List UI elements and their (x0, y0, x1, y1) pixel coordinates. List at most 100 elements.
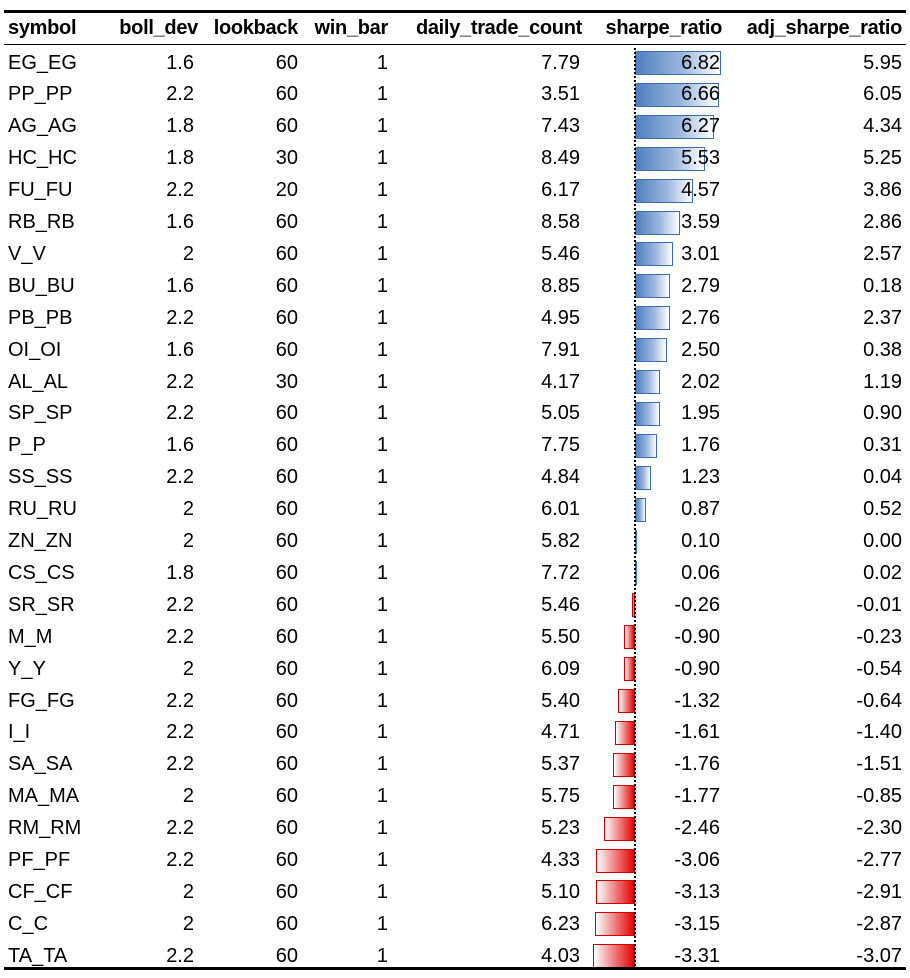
cell-win-bar[interactable]: 1 (376, 306, 388, 329)
cell-sharpe-ratio[interactable]: -1.61 (674, 721, 720, 744)
cell-symbol[interactable]: AL_AL (8, 370, 69, 393)
cell-lookback[interactable]: 60 (275, 880, 298, 903)
cell-daily-trade-count[interactable]: 8.49 (541, 147, 580, 170)
cell-sharpe-ratio[interactable]: 1.76 (681, 434, 720, 457)
cell-symbol[interactable]: SS_SS (8, 466, 73, 489)
cell-boll-dev[interactable]: 2.2 (166, 689, 194, 712)
cell-boll-dev[interactable]: 2 (182, 912, 194, 935)
cell-sharpe-ratio[interactable]: -0.26 (674, 593, 720, 616)
cell-sharpe-ratio[interactable]: -2.46 (674, 817, 720, 840)
cell-daily-trade-count[interactable]: 5.10 (541, 880, 580, 903)
cell-symbol[interactable]: SR_SR (8, 593, 75, 616)
cell-adj-sharpe-ratio[interactable]: 0.52 (863, 498, 902, 521)
cell-win-bar[interactable]: 1 (376, 944, 388, 967)
cell-adj-sharpe-ratio[interactable]: -0.23 (856, 625, 902, 648)
cell-win-bar[interactable]: 1 (376, 753, 388, 776)
cell-daily-trade-count[interactable]: 5.75 (541, 785, 580, 808)
cell-sharpe-ratio[interactable]: 0.10 (681, 530, 720, 552)
cell-lookback[interactable]: 60 (275, 466, 298, 489)
cell-adj-sharpe-ratio[interactable]: 1.19 (863, 370, 902, 393)
cell-lookback[interactable]: 60 (275, 115, 298, 138)
cell-daily-trade-count[interactable]: 6.01 (541, 498, 580, 521)
cell-symbol[interactable]: FG_FG (8, 689, 75, 712)
cell-lookback[interactable]: 60 (275, 785, 298, 808)
cell-lookback[interactable]: 60 (275, 274, 298, 297)
cell-lookback[interactable]: 60 (275, 944, 298, 967)
cell-boll-dev[interactable]: 2 (182, 880, 194, 903)
cell-daily-trade-count[interactable]: 5.37 (541, 753, 580, 776)
cell-sharpe-ratio[interactable]: -0.90 (674, 657, 720, 680)
cell-adj-sharpe-ratio[interactable]: -0.54 (856, 657, 902, 680)
cell-lookback[interactable]: 60 (275, 338, 298, 361)
cell-daily-trade-count[interactable]: 5.23 (541, 817, 580, 840)
cell-win-bar[interactable]: 1 (376, 338, 388, 361)
cell-adj-sharpe-ratio[interactable]: -0.64 (856, 689, 902, 712)
cell-adj-sharpe-ratio[interactable]: 2.86 (863, 211, 902, 233)
cell-lookback[interactable]: 60 (275, 51, 298, 74)
cell-daily-trade-count[interactable]: 3.51 (541, 83, 580, 106)
cell-win-bar[interactable]: 1 (376, 785, 388, 808)
cell-adj-sharpe-ratio[interactable]: 0.04 (863, 466, 902, 489)
cell-daily-trade-count[interactable]: 8.85 (541, 274, 580, 297)
cell-boll-dev[interactable]: 1.6 (166, 51, 194, 74)
cell-win-bar[interactable]: 1 (376, 434, 388, 457)
cell-daily-trade-count[interactable]: 5.05 (541, 402, 580, 425)
cell-sharpe-ratio[interactable]: -1.76 (674, 753, 720, 776)
cell-lookback[interactable]: 60 (275, 689, 298, 712)
cell-lookback[interactable]: 30 (275, 147, 298, 170)
cell-win-bar[interactable]: 1 (376, 657, 388, 680)
cell-win-bar[interactable]: 1 (376, 147, 388, 170)
cell-lookback[interactable]: 60 (275, 242, 298, 265)
cell-adj-sharpe-ratio[interactable]: 6.05 (863, 83, 902, 106)
cell-daily-trade-count[interactable]: 7.91 (541, 338, 580, 361)
cell-symbol[interactable]: RU_RU (8, 498, 77, 521)
cell-boll-dev[interactable]: 1.8 (166, 147, 194, 170)
cell-boll-dev[interactable]: 2.2 (166, 817, 194, 840)
cell-symbol[interactable]: CF_CF (8, 880, 73, 903)
cell-lookback[interactable]: 60 (275, 211, 298, 233)
cell-symbol[interactable]: V_V (8, 242, 46, 265)
cell-sharpe-ratio[interactable]: 4.57 (681, 179, 720, 202)
cell-daily-trade-count[interactable]: 5.82 (541, 530, 580, 552)
cell-adj-sharpe-ratio[interactable]: -2.87 (856, 912, 902, 935)
cell-symbol[interactable]: Y_Y (8, 657, 46, 680)
header-daily-trade-count[interactable]: daily_trade_count (415, 17, 582, 39)
cell-daily-trade-count[interactable]: 6.23 (541, 912, 580, 935)
cell-win-bar[interactable]: 1 (376, 689, 388, 712)
cell-daily-trade-count[interactable]: 5.46 (541, 593, 580, 616)
cell-win-bar[interactable]: 1 (376, 880, 388, 903)
cell-win-bar[interactable]: 1 (376, 211, 388, 233)
cell-lookback[interactable]: 60 (275, 912, 298, 935)
cell-adj-sharpe-ratio[interactable]: 3.86 (863, 179, 902, 202)
cell-symbol[interactable]: EG_EG (8, 51, 77, 74)
cell-sharpe-ratio[interactable]: -1.32 (674, 689, 720, 712)
cell-win-bar[interactable]: 1 (376, 849, 388, 871)
cell-daily-trade-count[interactable]: 6.17 (541, 179, 580, 202)
cell-lookback[interactable]: 60 (275, 530, 298, 552)
cell-sharpe-ratio[interactable]: 2.02 (681, 370, 720, 393)
cell-boll-dev[interactable]: 2.2 (166, 721, 194, 744)
cell-sharpe-ratio[interactable]: -3.06 (674, 849, 720, 871)
cell-symbol[interactable]: PF_PF (8, 849, 71, 871)
cell-symbol[interactable]: ZN_ZN (8, 530, 73, 552)
cell-boll-dev[interactable]: 1.6 (166, 211, 194, 233)
cell-lookback[interactable]: 60 (275, 593, 298, 616)
cell-symbol[interactable]: HC_HC (8, 147, 77, 170)
cell-daily-trade-count[interactable]: 7.72 (541, 561, 580, 584)
cell-sharpe-ratio[interactable]: 2.50 (681, 338, 720, 361)
cell-adj-sharpe-ratio[interactable]: 0.18 (863, 274, 902, 297)
cell-daily-trade-count[interactable]: 4.03 (541, 944, 580, 967)
cell-symbol[interactable]: SA_SA (8, 753, 73, 776)
cell-symbol[interactable]: MA_MA (8, 785, 80, 808)
cell-boll-dev[interactable]: 1.6 (166, 338, 194, 361)
cell-sharpe-ratio[interactable]: 6.27 (681, 115, 720, 138)
cell-lookback[interactable]: 60 (275, 434, 298, 457)
cell-win-bar[interactable]: 1 (376, 561, 388, 584)
cell-lookback[interactable]: 60 (275, 849, 298, 871)
cell-sharpe-ratio[interactable]: 2.79 (681, 274, 720, 297)
cell-boll-dev[interactable]: 1.8 (166, 561, 194, 584)
cell-boll-dev[interactable]: 2.2 (166, 402, 194, 425)
cell-symbol[interactable]: TA_TA (8, 944, 68, 967)
cell-symbol[interactable]: RM_RM (8, 817, 82, 840)
cell-symbol[interactable]: RB_RB (8, 211, 75, 233)
